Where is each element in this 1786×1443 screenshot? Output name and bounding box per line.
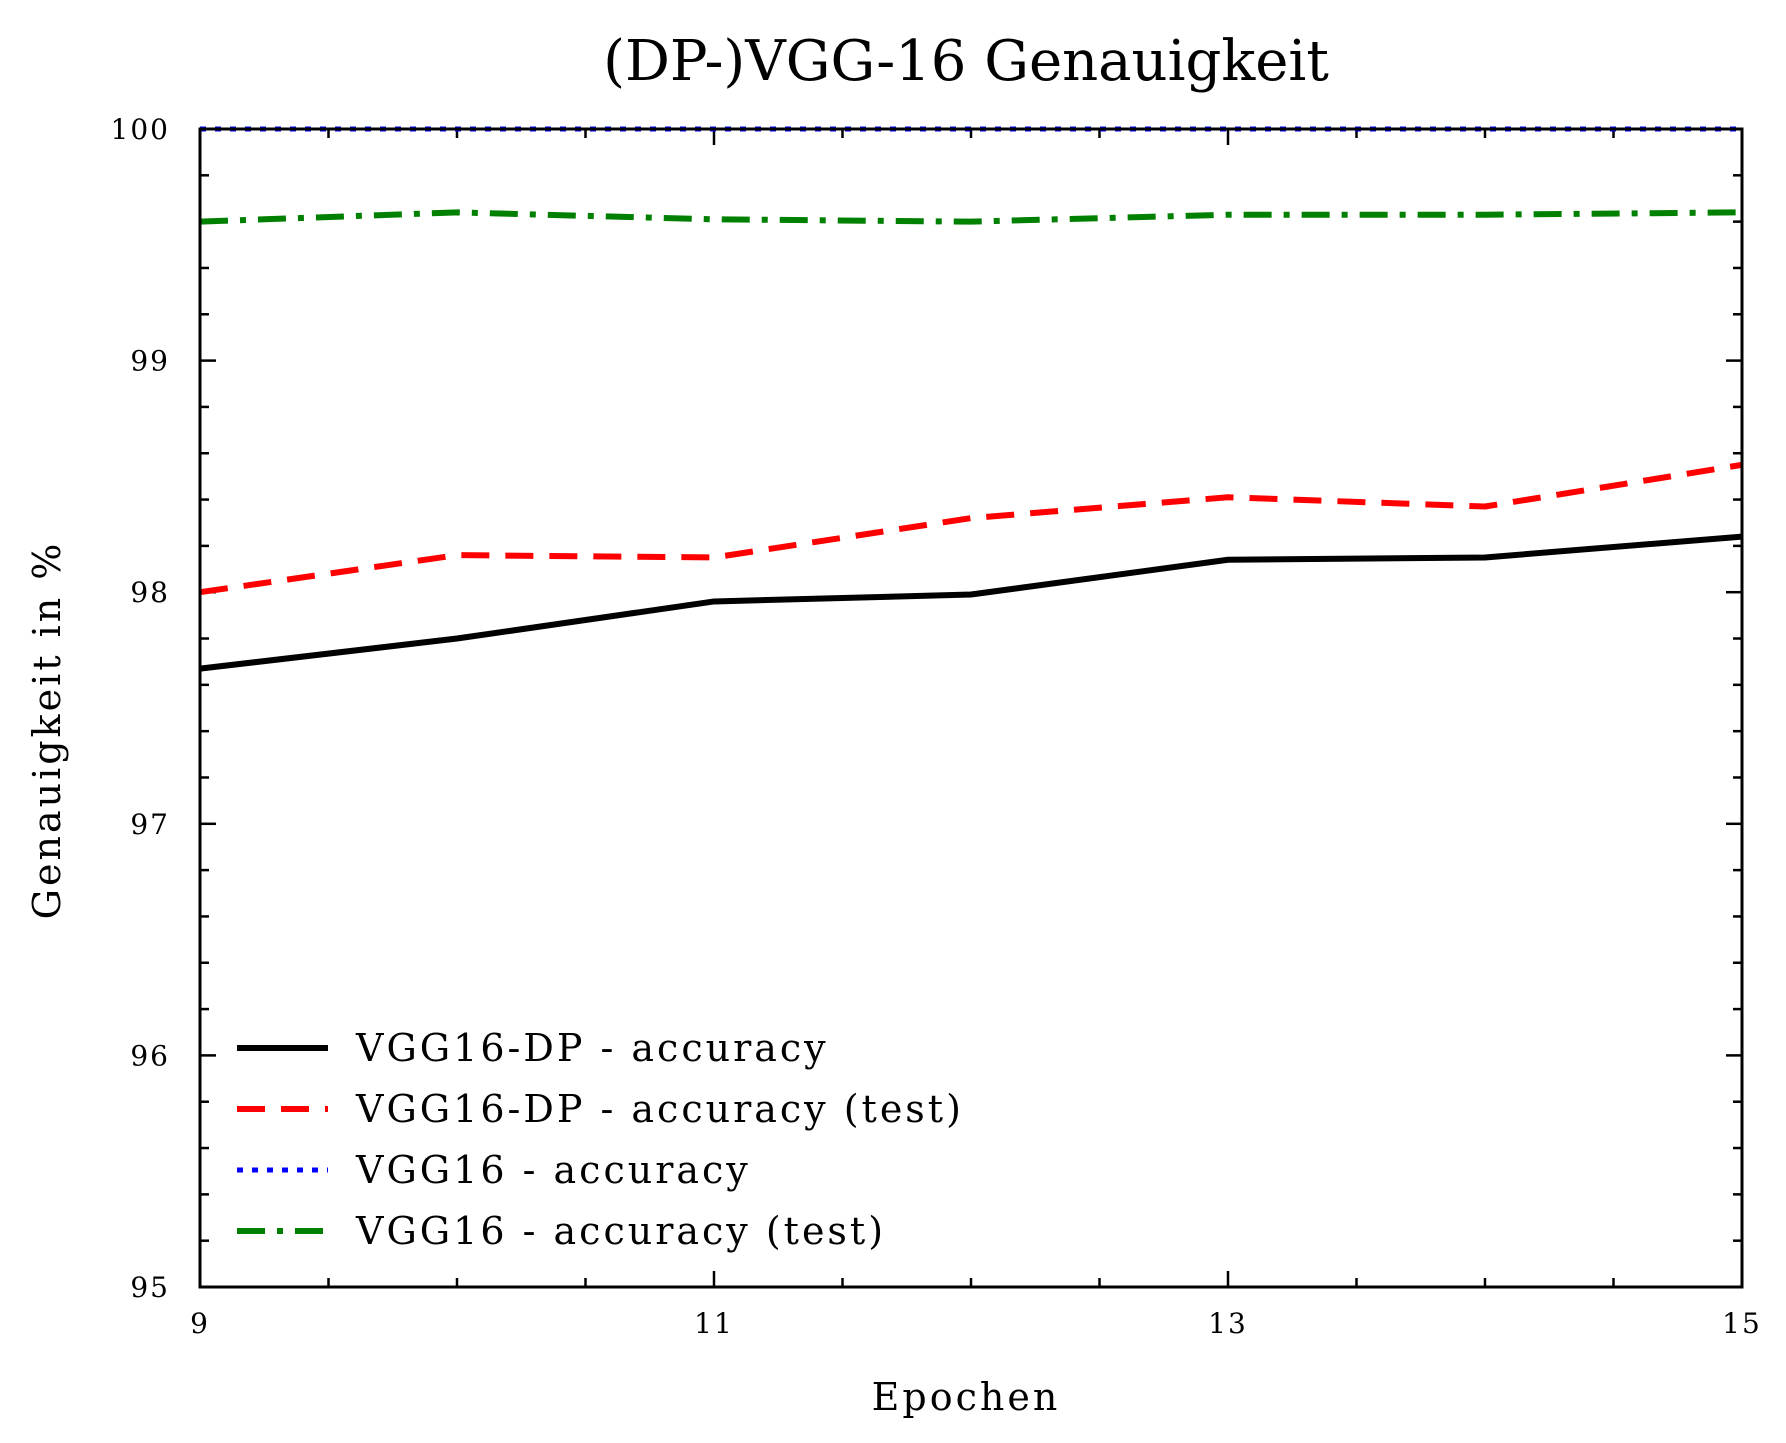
y-tick-label: 96	[130, 1039, 170, 1072]
y-tick-label: 95	[130, 1271, 170, 1304]
x-axis-label: Epochen	[872, 1375, 1061, 1419]
y-tick-label: 98	[130, 576, 170, 609]
y-tick-label: 99	[130, 345, 170, 378]
y-axis-label: Genauigkeit in %	[25, 541, 69, 920]
legend: VGG16-DP - accuracy VGG16-DP - accuracy (…	[237, 1026, 964, 1253]
x-tick-label: 13	[1208, 1307, 1248, 1340]
legend-label-1: VGG16-DP - accuracy	[355, 1026, 829, 1070]
x-tick-label: 11	[694, 1307, 734, 1340]
legend-label-4: VGG16 - accuracy (test)	[355, 1209, 886, 1253]
y-tick-label: 100	[111, 113, 170, 146]
series-line-1	[199, 533, 1743, 672]
x-tick-label: 15	[1722, 1307, 1762, 1340]
y-tick-label: 97	[130, 808, 170, 841]
legend-label-3: VGG16 - accuracy	[355, 1148, 751, 1192]
axis-tick-labels: 9 11 13 15 95 96 97 98 99 100	[111, 113, 1762, 1340]
data-series	[199, 126, 1743, 672]
legend-label-2: VGG16-DP - accuracy (test)	[355, 1087, 964, 1131]
x-tick-label: 9	[190, 1307, 210, 1340]
plot-frame	[198, 127, 1744, 1289]
chart-title: (DP-)VGG-16 Genauigkeit	[603, 29, 1329, 94]
series-line-2	[199, 461, 1743, 596]
series-line-4	[199, 209, 1743, 225]
